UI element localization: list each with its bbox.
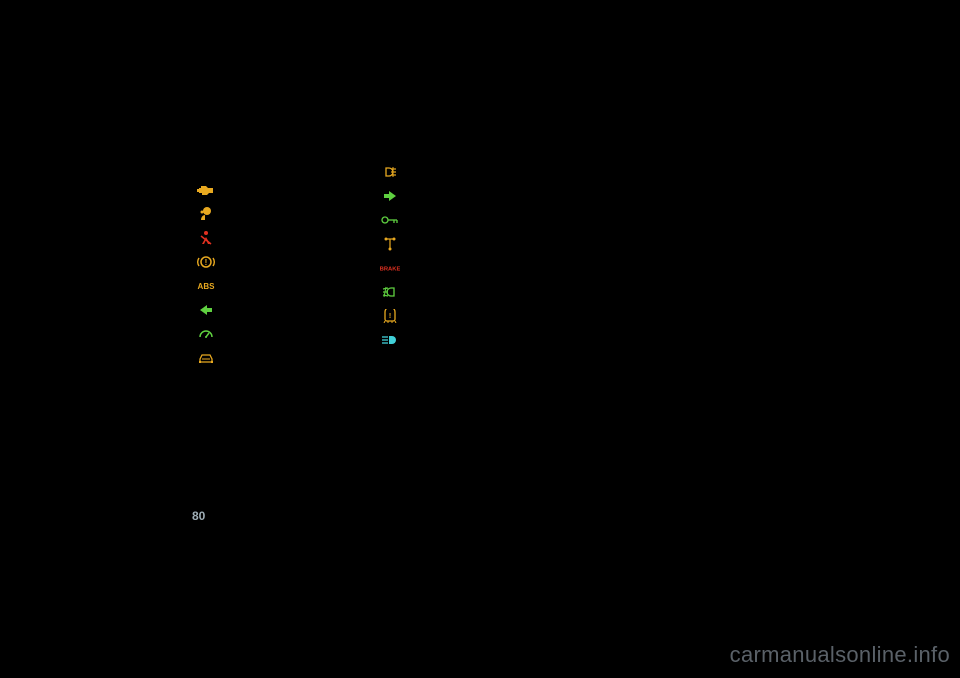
indicator-row: (	[196, 298, 224, 322]
cruise-icon	[196, 326, 216, 342]
row-marker: (	[406, 241, 408, 248]
page-number: 80	[192, 509, 205, 523]
row-marker: :	[222, 187, 224, 194]
manual-page: :(:!(ABS:(:( (:((BRAKE((!(: 80 carmanual…	[0, 0, 960, 678]
svg-text:ABS: ABS	[198, 282, 216, 291]
key-icon	[380, 212, 400, 228]
watermark: carmanualsonline.info	[730, 642, 950, 668]
svg-text:!: !	[389, 313, 391, 320]
right-indicator-column: (:((BRAKE((!(:	[380, 160, 408, 352]
indicator-row: :	[196, 178, 224, 202]
row-marker: (	[406, 217, 408, 224]
row-marker: (	[222, 307, 224, 314]
brake_text-icon: BRAKE	[380, 260, 400, 276]
svg-text:!: !	[205, 258, 208, 267]
row-marker: :	[222, 235, 224, 242]
indicator-row: !(	[380, 304, 408, 328]
seatbelt-icon	[196, 230, 216, 246]
left-indicator-column: :(:!(ABS:(:(	[196, 178, 224, 370]
indicator-row: (	[380, 232, 408, 256]
airbag-icon	[196, 206, 216, 222]
indicator-row: !(	[196, 250, 224, 274]
row-marker: (	[222, 355, 224, 362]
row-marker: (	[406, 289, 408, 296]
arrow_left-icon	[196, 302, 216, 318]
front_fog-icon	[380, 284, 400, 300]
row-marker: (	[222, 211, 224, 218]
indicator-row: (	[380, 160, 408, 184]
high_beam-icon	[380, 332, 400, 348]
rear_fog-icon	[380, 164, 400, 180]
row-marker: (	[406, 265, 408, 272]
indicator-row: (	[380, 208, 408, 232]
row-marker: :	[222, 331, 224, 338]
abs-icon: ABS	[196, 278, 216, 294]
row-marker: (	[406, 169, 408, 176]
indicator-row: :	[380, 184, 408, 208]
svg-text:BRAKE: BRAKE	[380, 267, 400, 273]
indicator-row: ABS:	[196, 274, 224, 298]
arrow_right-icon	[380, 188, 400, 204]
transmission-icon	[380, 236, 400, 252]
row-marker: :	[406, 193, 408, 200]
indicator-row: :	[380, 328, 408, 352]
engine-icon	[196, 182, 216, 198]
indicator-row: BRAKE (	[380, 256, 408, 280]
car_front-icon	[196, 350, 216, 366]
indicator-row: :	[196, 226, 224, 250]
tpms-icon: !	[380, 308, 400, 324]
indicator-row: (	[196, 346, 224, 370]
indicator-row: (	[380, 280, 408, 304]
row-marker: :	[406, 337, 408, 344]
indicator-row: (	[196, 202, 224, 226]
row-marker: (	[406, 313, 408, 320]
indicator-row: :	[196, 322, 224, 346]
row-marker: :	[222, 283, 224, 290]
brake_warn-icon: !	[196, 254, 216, 270]
row-marker: (	[222, 259, 224, 266]
